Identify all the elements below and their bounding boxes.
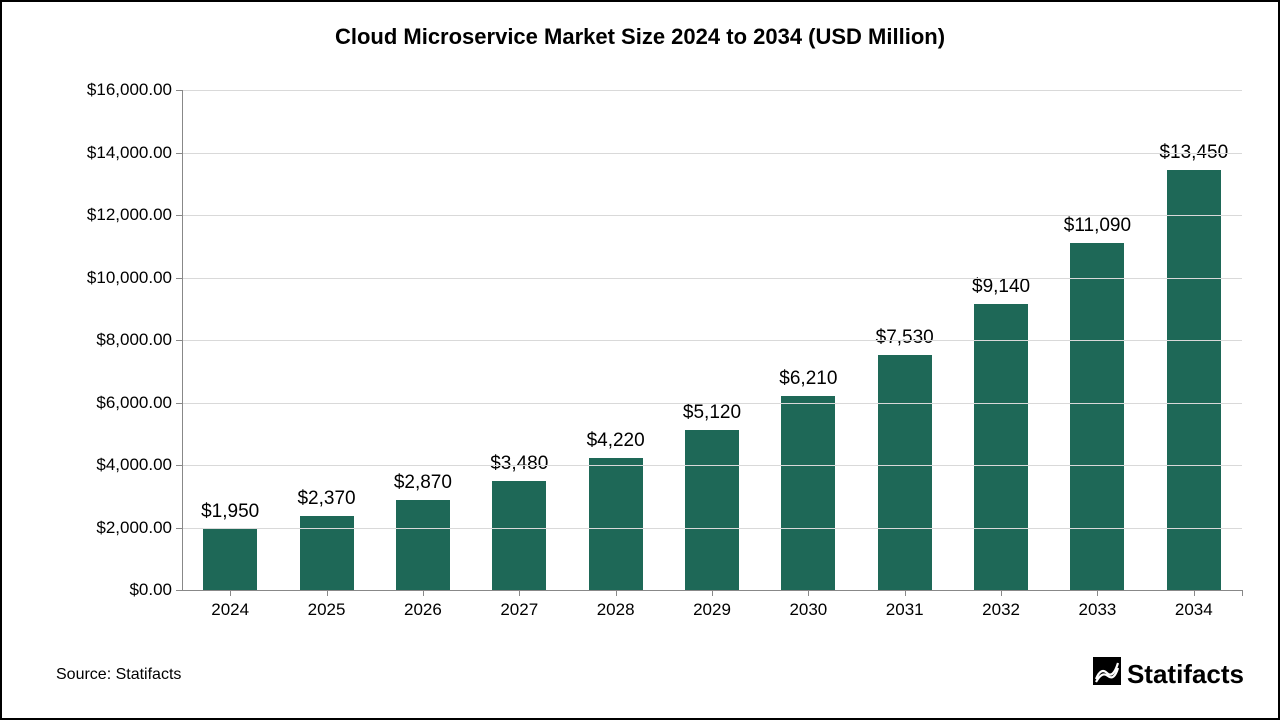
plot-area: $1,9502024$2,3702025$2,8702026$3,4802027…: [182, 90, 1242, 590]
brand-icon: [1093, 657, 1121, 692]
y-tick-label: $10,000.00: [87, 268, 182, 288]
y-tick-label: $0.00: [129, 580, 182, 600]
y-tick-label: $2,000.00: [96, 518, 182, 538]
grid-line: [182, 278, 1242, 279]
bar: [203, 529, 257, 590]
chart-title: Cloud Microservice Market Size 2024 to 2…: [2, 24, 1278, 50]
bar: [589, 458, 643, 590]
grid-line: [182, 465, 1242, 466]
y-tick-label: $16,000.00: [87, 80, 182, 100]
grid-line: [182, 403, 1242, 404]
y-tick-label: $6,000.00: [96, 393, 182, 413]
chart-frame: Cloud Microservice Market Size 2024 to 2…: [0, 0, 1280, 720]
y-axis-line: [182, 90, 183, 590]
bar: [878, 355, 932, 590]
y-tick-label: $12,000.00: [87, 205, 182, 225]
y-tick-label: $14,000.00: [87, 143, 182, 163]
bar: [781, 396, 835, 590]
bar: [396, 500, 450, 590]
bar: [492, 481, 546, 590]
source-text: Source: Statifacts: [56, 666, 181, 684]
grid-line: [182, 528, 1242, 529]
x-axis-line: [182, 590, 1242, 591]
grid-line: [182, 153, 1242, 154]
brand-text: Statifacts: [1127, 659, 1244, 690]
grid-line: [182, 90, 1242, 91]
bar: [974, 304, 1028, 590]
grid-line: [182, 340, 1242, 341]
bar: [685, 430, 739, 590]
bar: [1070, 243, 1124, 590]
brand-logo: Statifacts: [1093, 657, 1244, 692]
x-tick-mark: [1242, 590, 1243, 596]
grid-line: [182, 215, 1242, 216]
y-tick-label: $4,000.00: [96, 455, 182, 475]
y-tick-label: $8,000.00: [96, 330, 182, 350]
